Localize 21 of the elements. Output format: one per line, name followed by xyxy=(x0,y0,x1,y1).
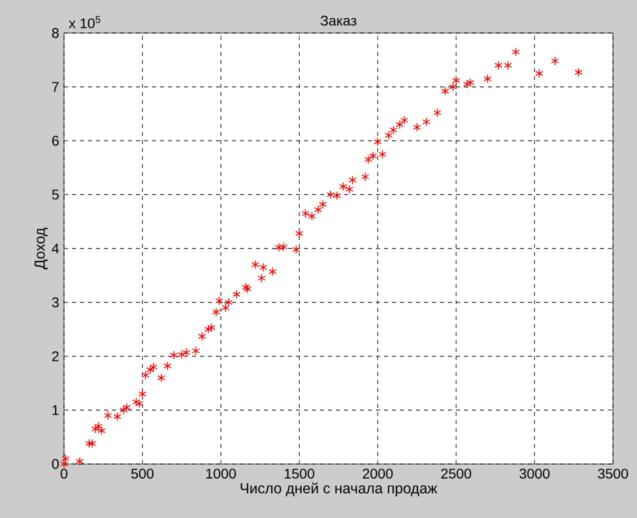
y-tick-label: 1 xyxy=(52,405,59,415)
x-tick-label: 2500 xyxy=(441,468,472,479)
x-tick-label: 0 xyxy=(60,468,68,479)
y-tick-label: 5 xyxy=(52,190,59,200)
y-tick-label: 0 xyxy=(52,459,59,469)
chart-title: Заказ xyxy=(320,16,356,26)
y-tick-label: 3 xyxy=(52,297,59,308)
x-tick-label: 3500 xyxy=(598,468,628,479)
y-axis-title: Доход xyxy=(34,228,48,270)
y-tick-label: 6 xyxy=(52,136,59,146)
text: x 10$^{5}$ xyxy=(68,16,100,28)
x-tick-label: 1500 xyxy=(284,468,314,479)
y-tick-label: 7 xyxy=(52,82,59,92)
x-tick-label: 1000 xyxy=(206,468,236,479)
x-tick-label: 500 xyxy=(131,468,154,479)
x-axis-title: Число дней с начала продаж xyxy=(240,482,438,496)
y-tick-label: 4 xyxy=(52,244,59,254)
y-tick-label: 2 xyxy=(52,351,59,362)
x-tick-label: 3000 xyxy=(520,468,550,479)
y-tick-label: 8 xyxy=(52,28,59,38)
x-tick-label: 2000 xyxy=(362,468,393,479)
